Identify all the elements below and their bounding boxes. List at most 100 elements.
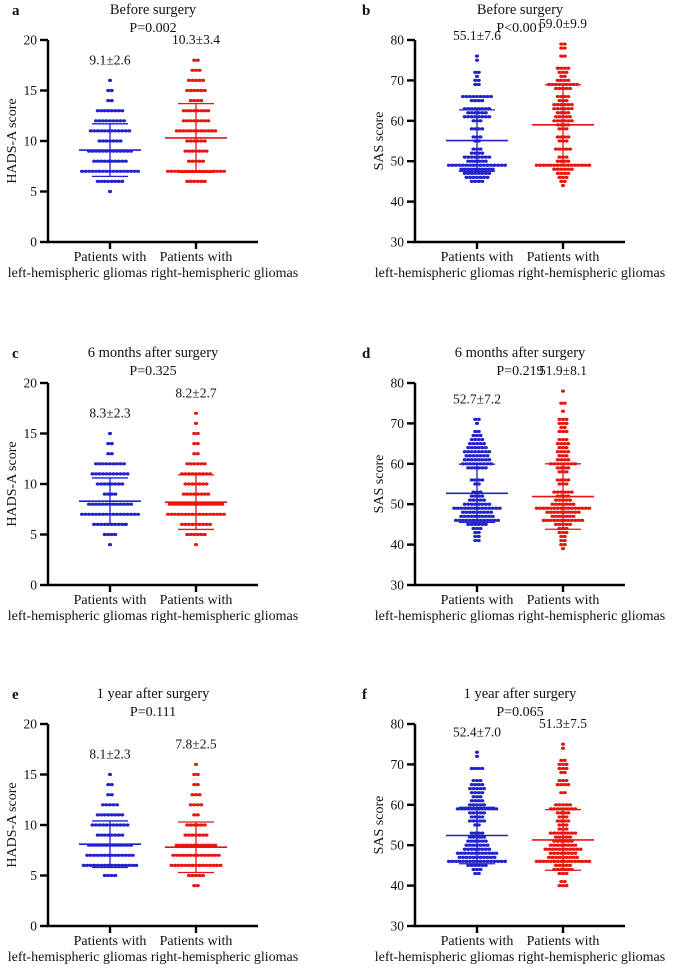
- data-dot: [85, 863, 90, 867]
- data-dot: [564, 155, 569, 159]
- y-tick-label: 5: [30, 184, 37, 199]
- data-dot: [550, 847, 555, 851]
- series-right_group: [165, 762, 227, 888]
- data-dot: [193, 78, 199, 82]
- data-dot: [471, 510, 476, 514]
- data-dot: [102, 853, 107, 857]
- data-dot: [499, 163, 504, 167]
- data-dot: [202, 532, 207, 537]
- data-dot: [206, 119, 211, 123]
- data-dot: [102, 873, 107, 878]
- x-category-line1: Patients with: [441, 593, 514, 608]
- data-dot: [120, 179, 125, 183]
- data-dot: [464, 855, 469, 859]
- data-dot: [185, 129, 190, 133]
- data-dot: [562, 538, 567, 543]
- data-dot: [557, 175, 562, 179]
- x-category-line1: Patients with: [527, 593, 600, 608]
- data-dot: [553, 498, 559, 502]
- data-dot: [192, 109, 197, 113]
- data-dot: [478, 454, 483, 458]
- data-dot: [192, 179, 197, 183]
- data-dot: [555, 510, 560, 514]
- data-dot: [116, 129, 121, 133]
- data-dot: [188, 853, 193, 857]
- data-dot: [566, 478, 571, 482]
- data-dot: [555, 478, 560, 482]
- data-dot: [480, 506, 485, 510]
- data-dot: [480, 437, 485, 442]
- data-dot: [480, 502, 485, 506]
- data-dot: [564, 70, 569, 74]
- data-dot: [566, 119, 571, 123]
- data-dot: [102, 482, 107, 486]
- data-dot: [557, 454, 562, 458]
- data-dot: [106, 492, 111, 496]
- data-dot: [106, 863, 111, 867]
- data-dot: [480, 831, 485, 835]
- data-dot: [494, 506, 499, 510]
- data-dot: [183, 863, 188, 867]
- data-dot: [476, 831, 481, 835]
- data-dot: [88, 863, 93, 867]
- data-dot: [559, 425, 564, 430]
- data-dot: [107, 462, 113, 466]
- y-tick-label: 40: [391, 878, 405, 893]
- data-dot: [93, 462, 99, 466]
- data-dot: [478, 94, 483, 99]
- x-category-line1: Patients with: [74, 593, 147, 608]
- data-dot: [204, 482, 209, 486]
- data-dot: [116, 179, 121, 183]
- data-dot: [471, 147, 476, 151]
- y-axis-label: HADS-A score: [5, 782, 20, 867]
- data-dot: [464, 859, 469, 863]
- data-dot: [587, 859, 592, 863]
- data-dot: [92, 853, 97, 857]
- data-dot: [560, 871, 566, 876]
- data-dot: [478, 518, 483, 522]
- data-dot: [473, 171, 478, 175]
- data-dot: [487, 506, 492, 510]
- data-dot: [469, 127, 474, 131]
- data-dot: [559, 543, 564, 547]
- data-dot: [476, 534, 481, 539]
- data-dot: [560, 421, 566, 425]
- y-tick-label: 20: [24, 717, 38, 732]
- data-dot: [192, 803, 197, 807]
- data-dot: [564, 522, 569, 526]
- data-dot: [99, 853, 104, 857]
- x-category-line2: left-hemispheric gliomas right-hemispher…: [8, 266, 298, 281]
- data-dot: [552, 107, 557, 111]
- data-dot: [107, 472, 113, 476]
- data-dot: [209, 502, 214, 506]
- data-dot: [478, 510, 483, 514]
- data-dot: [118, 119, 123, 123]
- data-dot: [569, 490, 574, 494]
- data-dot: [564, 446, 569, 450]
- data-dot: [473, 791, 478, 795]
- data-dot: [202, 492, 207, 496]
- data-dot: [583, 859, 588, 863]
- data-dot: [188, 139, 193, 143]
- data-dot: [455, 851, 460, 855]
- data-dot: [473, 111, 478, 115]
- data-dot: [483, 458, 488, 462]
- data-dot: [534, 859, 539, 863]
- data-dot: [473, 159, 478, 163]
- data-dot: [174, 502, 179, 506]
- data-dot: [473, 831, 478, 835]
- data-dot: [469, 151, 474, 155]
- data-dot: [476, 530, 481, 535]
- data-dot: [567, 502, 573, 506]
- data-dot: [473, 78, 478, 82]
- data-dot: [559, 783, 564, 787]
- series-right_group: [532, 742, 594, 888]
- data-dot: [134, 863, 139, 867]
- p-value-label: P<0.001: [496, 21, 543, 36]
- data-dot: [573, 831, 578, 835]
- data-dot: [562, 510, 567, 514]
- data-dot: [99, 833, 104, 837]
- data-dot: [576, 859, 581, 863]
- data-dot: [106, 88, 111, 93]
- data-dot: [111, 823, 116, 827]
